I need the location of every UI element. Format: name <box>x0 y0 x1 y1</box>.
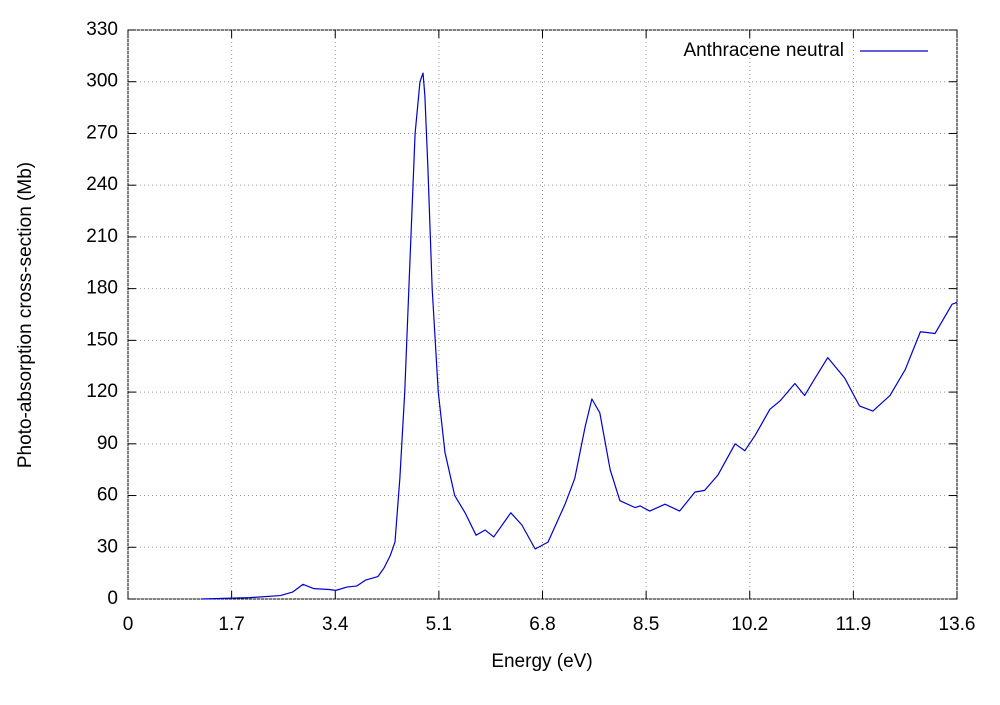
y-tick-label: 150 <box>86 329 118 350</box>
y-tick-label: 60 <box>97 485 118 506</box>
y-tick-label: 180 <box>86 278 118 299</box>
x-tick-label: 3.4 <box>322 614 349 635</box>
y-tick-label: 0 <box>107 588 118 609</box>
x-tick-label: 10.2 <box>731 614 768 635</box>
y-tick-label: 120 <box>86 381 118 402</box>
x-tick-label: 6.8 <box>529 614 555 635</box>
x-axis-label: Energy (eV) <box>491 651 592 672</box>
x-tick-label: 1.7 <box>218 614 244 635</box>
x-tick-label: 5.1 <box>426 614 452 635</box>
y-tick-label: 270 <box>86 122 118 143</box>
y-tick-label: 240 <box>86 174 118 195</box>
x-tick-label: 11.9 <box>836 614 872 635</box>
x-tick-label: 0 <box>123 614 134 635</box>
y-tick-label: 30 <box>97 536 118 557</box>
x-tick-label: 13.6 <box>939 614 976 635</box>
y-tick-label: 330 <box>86 19 118 40</box>
y-tick-label: 90 <box>97 433 118 454</box>
data-line <box>201 72 958 600</box>
x-tick-label: 8.5 <box>633 614 659 635</box>
y-tick-label: 300 <box>86 71 118 92</box>
y-tick-label: 210 <box>86 226 118 247</box>
legend-label: Anthracene neutral <box>683 40 844 61</box>
y-axis-label: Photo-absorption cross-section (Mb) <box>15 162 36 468</box>
